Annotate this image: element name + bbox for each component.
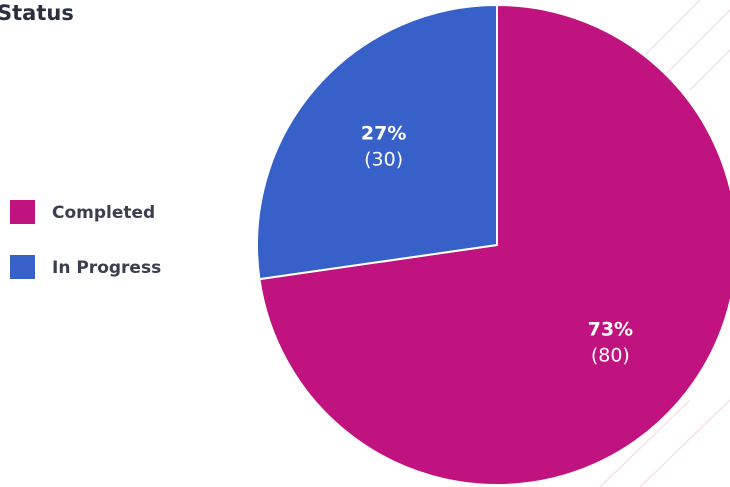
legend-swatch (10, 255, 35, 279)
percent-label: 27% (361, 122, 406, 144)
background-decoration (599, 0, 730, 487)
value-label: (30) (364, 148, 403, 170)
percent-label: 73% (588, 319, 633, 341)
decor-line (599, 0, 730, 487)
pie-slice (258, 3, 730, 486)
legend-label: In Progress (52, 258, 161, 278)
pie-slice (256, 3, 498, 281)
legend: Completed In Progress (10, 200, 161, 279)
chart-title: Status (0, 1, 74, 25)
legend-label: Completed (52, 203, 155, 223)
pie: 73% (80) 27% (30) (256, 3, 730, 486)
legend-swatch (10, 200, 35, 224)
value-label: (80) (591, 345, 630, 367)
